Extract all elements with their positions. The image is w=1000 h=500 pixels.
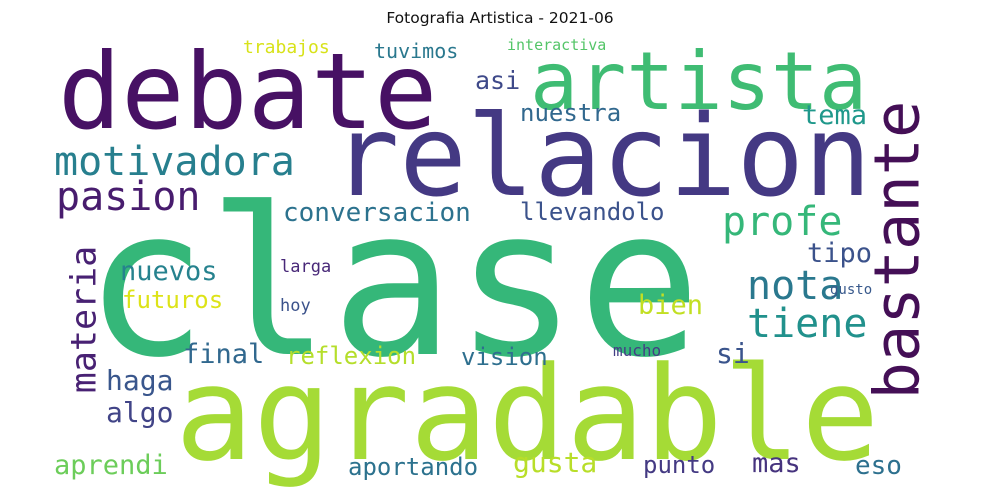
word-llevandolo: llevandolo	[520, 198, 665, 226]
word-tiene: tiene	[747, 301, 868, 347]
word-tuvimos: tuvimos	[374, 39, 459, 63]
word-si: si	[716, 337, 750, 370]
chart-title: Fotografia Artistica - 2021-06	[386, 9, 614, 27]
word-final: final	[183, 339, 265, 370]
word-algo: algo	[106, 396, 174, 429]
word-agradable: agradable	[175, 338, 880, 490]
word-mas: mas	[752, 448, 801, 479]
word-interactiva: interactiva	[507, 36, 607, 54]
word-vision: vision	[461, 343, 548, 371]
word-relacion: relacion	[332, 92, 872, 222]
word-gusta: gusta	[513, 446, 598, 479]
word-bastante: bastante	[860, 100, 934, 400]
word-motivadora: motivadora	[54, 139, 295, 185]
word-haga: haga	[106, 364, 174, 397]
word-bien: bien	[638, 290, 704, 321]
word-clase: clase	[84, 165, 702, 403]
word-artista: artista	[530, 35, 868, 128]
word-materia: materia	[64, 245, 105, 394]
word-futuros: futuros	[122, 286, 224, 314]
word-aprendi: aprendi	[54, 450, 168, 481]
word-punto: punto	[643, 451, 716, 479]
word-eso: eso	[855, 451, 902, 481]
word-reflexion: reflexion	[286, 342, 417, 370]
word-conversacion: conversacion	[283, 198, 471, 228]
word-aportando: aportando	[348, 453, 479, 481]
word-gusto: gusto	[830, 282, 873, 298]
word-larga: larga	[280, 257, 332, 277]
word-profe: profe	[722, 199, 843, 245]
word-nota: nota	[747, 263, 844, 309]
word-pasion: pasion	[56, 174, 201, 220]
word-trabajos: trabajos	[243, 37, 330, 58]
word-debate: debate	[58, 31, 438, 153]
word-nuestra: nuestra	[520, 99, 622, 127]
word-mucho: mucho	[613, 341, 662, 360]
word-hoy: hoy	[280, 296, 311, 316]
word-tipo: tipo	[807, 238, 873, 269]
word-nuevos: nuevos	[120, 256, 218, 287]
word-tema: tema	[802, 100, 868, 131]
word-asi: asi	[475, 66, 521, 95]
word-cloud: clase agradable relacion debate artista …	[50, 34, 950, 484]
